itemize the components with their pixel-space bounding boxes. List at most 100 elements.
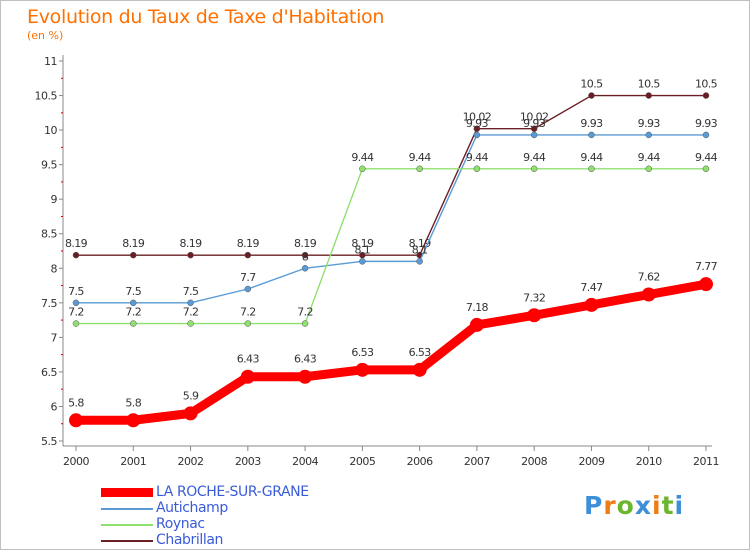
data-point-chabrillan — [187, 251, 194, 259]
data-label-la-roche-sur-grane: 7.18 — [466, 301, 489, 314]
proxiti-logo: Proxiti — [584, 491, 684, 520]
data-point-autichamp — [702, 131, 710, 139]
data-point-autichamp — [244, 285, 252, 293]
data-label-chabrillan: 10.02 — [463, 111, 492, 124]
data-label-la-roche-sur-grane: 7.47 — [580, 281, 603, 294]
data-label-roynac: 9.44 — [466, 151, 489, 164]
y-tick-label: 10.5 — [35, 90, 58, 103]
data-point-chabrillan — [244, 251, 252, 259]
data-label-chabrillan: 8.19 — [65, 237, 88, 250]
data-point-roynac — [72, 320, 80, 327]
data-label-autichamp: 8 — [302, 250, 309, 263]
data-label-la-roche-sur-grane: 6.53 — [409, 346, 432, 359]
data-label-la-roche-sur-grane: 6.43 — [237, 353, 260, 366]
data-label-chabrillan: 10.5 — [695, 78, 718, 91]
data-label-chabrillan: 10.02 — [520, 111, 549, 124]
data-label-la-roche-sur-grane: 7.77 — [695, 260, 718, 273]
data-label-autichamp: 7.5 — [125, 285, 141, 298]
legend-swatch-autichamp — [101, 508, 153, 510]
data-point-autichamp — [301, 265, 309, 272]
data-label-roynac: 9.44 — [695, 151, 718, 164]
data-point-la-roche-sur-grane — [527, 308, 542, 323]
data-point-roynac — [645, 165, 652, 173]
legend-swatch-chabrillan — [101, 540, 153, 542]
y-tick-label: 7 — [51, 331, 58, 344]
data-point-autichamp — [645, 131, 652, 139]
x-tick-label: 2002 — [178, 455, 204, 468]
logo-letter: x — [634, 491, 652, 520]
data-label-autichamp: 9.93 — [695, 117, 718, 130]
data-label-la-roche-sur-grane: 5.8 — [68, 396, 84, 409]
data-label-roynac: 7.2 — [297, 306, 313, 319]
data-label-autichamp: 9.93 — [580, 117, 603, 130]
data-point-la-roche-sur-grane — [298, 369, 313, 384]
data-point-autichamp — [588, 131, 595, 139]
data-label-chabrillan: 8.19 — [179, 237, 202, 250]
chart-title: Evolution du Taux de Taxe d'Habitation — [27, 6, 385, 28]
data-point-chabrillan — [702, 92, 710, 99]
y-tick-label: 6 — [51, 400, 58, 413]
data-point-autichamp — [530, 131, 538, 139]
y-tick-label: 9.5 — [41, 159, 57, 172]
data-point-autichamp — [187, 299, 194, 307]
data-label-chabrillan: 8.19 — [351, 237, 374, 250]
series-line-autichamp — [75, 134, 707, 304]
logo-letter: t — [661, 491, 675, 520]
data-label-roynac: 9.44 — [409, 151, 432, 164]
y-tick-label: 11 — [44, 55, 57, 68]
logo-letter: i — [674, 491, 685, 520]
data-point-roynac — [702, 165, 710, 173]
data-label-roynac: 7.2 — [183, 306, 199, 319]
data-point-autichamp — [359, 258, 366, 265]
data-label-autichamp: 9.93 — [466, 117, 489, 130]
data-label-la-roche-sur-grane: 5.8 — [125, 396, 141, 409]
data-point-autichamp — [130, 299, 137, 307]
data-point-chabrillan — [301, 251, 309, 259]
y-tick-label: 9 — [51, 193, 58, 206]
data-point-roynac — [416, 165, 423, 173]
data-label-chabrillan: 10.5 — [580, 78, 603, 91]
legend-label-chabrillan: Chabrillan — [156, 532, 223, 548]
data-label-autichamp: 7.7 — [240, 271, 256, 284]
data-label-roynac: 7.2 — [240, 306, 256, 319]
data-label-autichamp: 7.5 — [183, 285, 199, 298]
data-point-la-roche-sur-grane — [69, 413, 83, 428]
data-label-chabrillan: 8.19 — [122, 237, 145, 250]
data-point-roynac — [530, 165, 538, 173]
data-label-la-roche-sur-grane: 7.32 — [523, 291, 545, 304]
data-label-autichamp: 9.93 — [638, 117, 661, 130]
data-label-la-roche-sur-grane: 5.9 — [183, 389, 199, 402]
x-tick-label: 2004 — [292, 455, 318, 468]
legend-swatch-la-roche-sur-grane — [101, 488, 153, 497]
y-tick-label: 7.5 — [41, 297, 57, 310]
x-tick-label: 2008 — [521, 455, 547, 468]
legend-swatch-roynac — [101, 524, 153, 526]
x-tick-label: 2011 — [693, 455, 719, 468]
x-tick-label: 2007 — [464, 455, 490, 468]
data-point-la-roche-sur-grane — [240, 369, 255, 384]
data-label-autichamp: 8.1 — [355, 243, 371, 256]
data-label-roynac: 9.44 — [523, 151, 546, 164]
logo-letter: o — [616, 491, 635, 520]
y-tick-label: 6.5 — [41, 366, 57, 379]
x-tick-label: 2000 — [63, 455, 89, 468]
x-tick-label: 2010 — [636, 455, 662, 468]
data-point-roynac — [187, 320, 194, 327]
data-label-la-roche-sur-grane: 6.43 — [294, 353, 317, 366]
data-label-la-roche-sur-grane: 7.62 — [638, 271, 660, 284]
y-tick-label: 5.5 — [41, 435, 57, 448]
data-label-autichamp: 8.1 — [412, 243, 428, 256]
x-tick-label: 2009 — [578, 455, 604, 468]
y-tick-label: 10 — [44, 124, 57, 137]
data-point-la-roche-sur-grane — [699, 277, 713, 292]
data-point-chabrillan — [645, 92, 652, 99]
data-point-la-roche-sur-grane — [584, 297, 599, 312]
data-label-chabrillan: 8.19 — [237, 237, 260, 250]
x-tick-label: 2003 — [235, 455, 261, 468]
legend-label-autichamp: Autichamp — [156, 500, 228, 516]
data-point-roynac — [473, 165, 481, 173]
data-point-la-roche-sur-grane — [469, 317, 484, 332]
x-tick-label: 2005 — [349, 455, 375, 468]
